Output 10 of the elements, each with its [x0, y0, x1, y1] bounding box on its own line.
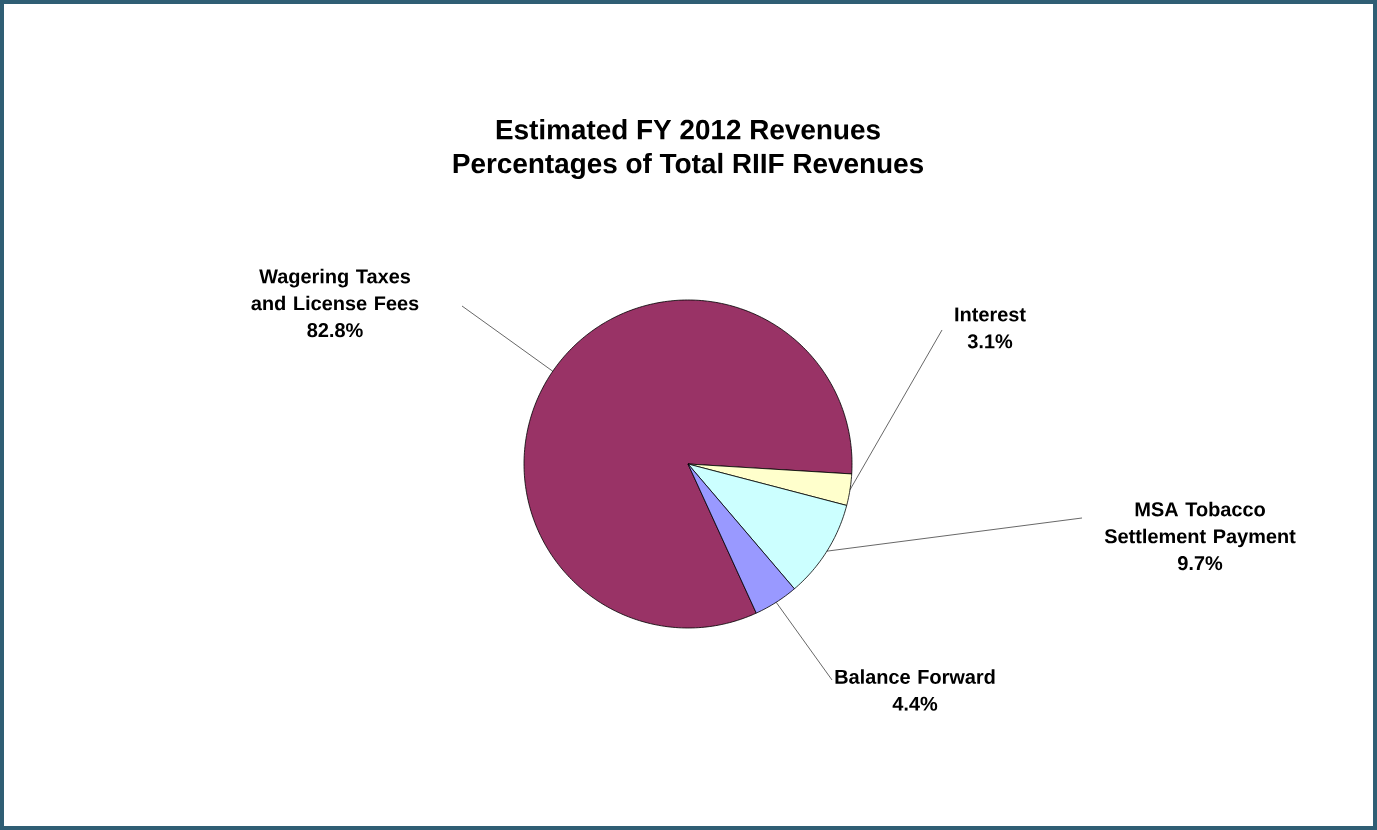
- chart-subtitle: Percentages of Total RIIF Revenues: [453, 152, 923, 179]
- data-label: 82.8%: [307, 323, 363, 338]
- data-label: 4.4%: [892, 696, 938, 711]
- slice-label: Interest: [955, 307, 1026, 322]
- data-label: 3.1%: [967, 334, 1013, 349]
- slice-label: Wagering Taxes and License Fees: [251, 268, 419, 311]
- slice-label: MSA Tobacco Settlement Payment: [1104, 501, 1296, 548]
- slice-label: Balance Forward: [835, 669, 995, 684]
- data-label: 9.7%: [1178, 556, 1223, 571]
- chart-title: Estimated FY 2012 Revenues: [496, 119, 880, 140]
